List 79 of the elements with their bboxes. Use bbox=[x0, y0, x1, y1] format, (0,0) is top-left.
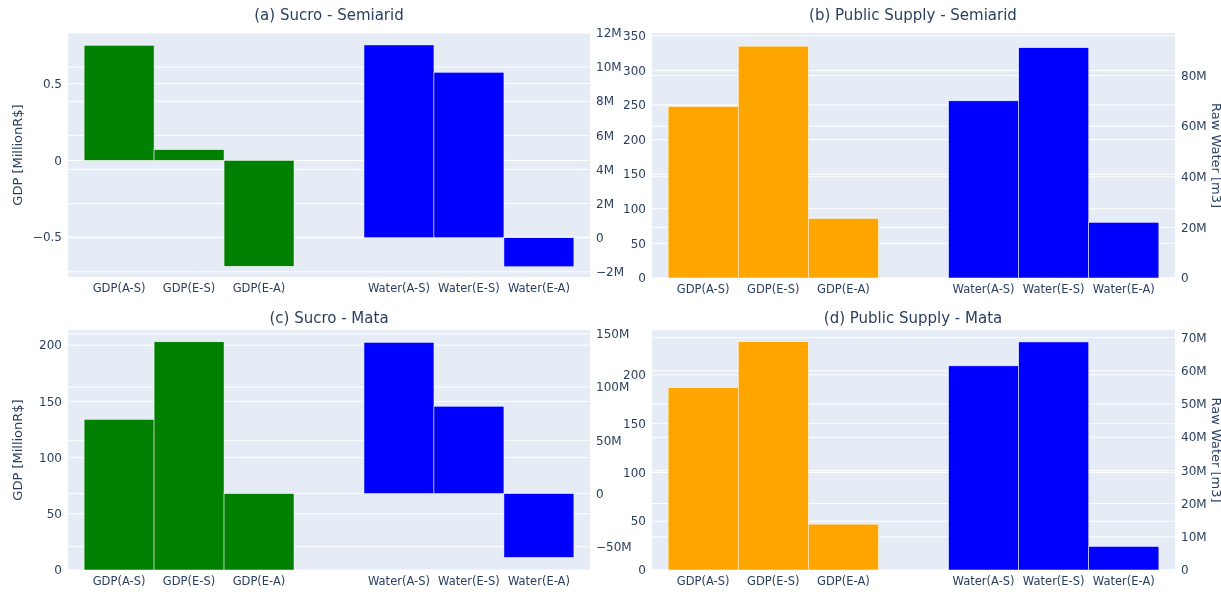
y2-tick-label: 0 bbox=[596, 230, 604, 245]
y2-axis-title: Raw Water [m3] bbox=[1209, 397, 1221, 503]
y2-tick-label: 6M bbox=[596, 128, 614, 143]
y-tick-label: 50 bbox=[46, 506, 62, 521]
y-tick-label: 0 bbox=[54, 563, 62, 578]
y2-tick-label: 100M bbox=[596, 380, 630, 395]
y2-tick-label: 50M bbox=[596, 433, 622, 448]
y-tick-label: 300 bbox=[623, 63, 646, 78]
y2-tick-label: 0 bbox=[596, 486, 604, 501]
y-tick-label: 0 bbox=[638, 563, 646, 578]
y-tick-label: 150 bbox=[623, 167, 646, 182]
x-tick-label: GDP(E-S) bbox=[747, 574, 800, 588]
x-tick-label: Water(E-S) bbox=[1022, 574, 1085, 588]
x-tick-label: GDP(E-S) bbox=[162, 281, 216, 295]
x-tick-label: GDP(E-S) bbox=[162, 574, 216, 588]
y2-tick-label: 150M bbox=[596, 327, 630, 342]
chart-title: (a) Sucro - Semiarid bbox=[254, 6, 404, 24]
y-tick-label: 50 bbox=[630, 236, 646, 251]
y2-axis-title: Raw Water [m3] bbox=[1209, 102, 1221, 209]
x-tick-label: GDP(E-A) bbox=[817, 574, 870, 588]
x-tick-label: GDP(E-A) bbox=[817, 282, 870, 296]
y-axis-title: GDP [MillionR$] bbox=[10, 399, 25, 501]
y2-tick-label: 10M bbox=[1181, 530, 1207, 545]
chart-title: (c) Sucro - Mata bbox=[269, 309, 389, 327]
y-tick-label: 100 bbox=[39, 450, 62, 465]
y2-tick-label: 20M bbox=[1181, 496, 1207, 511]
x-tick-label: Water(E-S) bbox=[438, 574, 500, 588]
y-tick-label: 200 bbox=[623, 132, 646, 147]
y2-tick-label: 40M bbox=[1181, 169, 1207, 184]
y-tick-label: 100 bbox=[623, 201, 646, 216]
y-tick-label: 250 bbox=[623, 98, 646, 113]
y-tick-label: 150 bbox=[39, 394, 62, 409]
y2-tick-label: 60M bbox=[1181, 364, 1207, 379]
y-tick-label: 0.5 bbox=[42, 76, 62, 91]
x-tick-label: Water(E-A) bbox=[507, 574, 570, 588]
x-tick-label: Water(E-A) bbox=[1092, 282, 1155, 296]
y2-tick-label: 30M bbox=[1181, 463, 1207, 478]
y-tick-label: 150 bbox=[623, 416, 646, 431]
y2-tick-label: −50M bbox=[596, 539, 632, 554]
y-tick-label: 0 bbox=[54, 153, 62, 168]
y2-tick-label: 80M bbox=[1181, 68, 1207, 83]
y2-tick-label: 50M bbox=[1181, 397, 1207, 412]
y-tick-label: 0 bbox=[638, 271, 646, 286]
x-tick-label: Water(E-A) bbox=[507, 281, 570, 295]
x-tick-label: Water(A-S) bbox=[367, 574, 430, 588]
y-tick-label: −0.5 bbox=[32, 230, 62, 245]
y-axis-title: GDP [MillionR$] bbox=[10, 104, 25, 206]
x-tick-label: Water(A-S) bbox=[367, 281, 430, 295]
x-tick-label: GDP(A-S) bbox=[92, 574, 146, 588]
x-tick-label: Water(E-S) bbox=[1022, 282, 1085, 296]
y-tick-label: 200 bbox=[39, 338, 62, 353]
y2-tick-label: 4M bbox=[596, 162, 614, 177]
x-tick-label: GDP(A-S) bbox=[92, 281, 146, 295]
y2-tick-label: 10M bbox=[596, 60, 622, 75]
y-tick-label: 200 bbox=[623, 368, 646, 383]
x-tick-label: GDP(A-S) bbox=[676, 282, 730, 296]
y2-tick-label: 0 bbox=[1181, 271, 1189, 286]
y-tick-label: 100 bbox=[623, 465, 646, 480]
x-tick-label: GDP(E-A) bbox=[232, 281, 286, 295]
x-tick-label: Water(A-S) bbox=[952, 282, 1015, 296]
y-tick-label: 350 bbox=[623, 28, 646, 43]
y2-tick-label: 70M bbox=[1181, 330, 1207, 345]
x-tick-label: Water(E-S) bbox=[438, 281, 500, 295]
y2-tick-label: 40M bbox=[1181, 430, 1207, 445]
chart-title: (d) Public Supply - Mata bbox=[823, 309, 1003, 327]
x-tick-label: GDP(A-S) bbox=[676, 574, 730, 588]
y2-tick-label: −2M bbox=[596, 265, 625, 280]
x-tick-label: Water(A-S) bbox=[952, 574, 1015, 588]
y2-tick-label: 2M bbox=[596, 196, 614, 211]
chart-title: (b) Public Supply - Semiarid bbox=[809, 6, 1017, 24]
y2-tick-label: 12M bbox=[596, 26, 622, 41]
y2-tick-label: 0 bbox=[1181, 563, 1189, 578]
x-tick-label: GDP(E-A) bbox=[232, 574, 286, 588]
x-tick-label: Water(E-A) bbox=[1092, 574, 1155, 588]
y-tick-label: 50 bbox=[630, 514, 646, 529]
y2-tick-label: 60M bbox=[1181, 119, 1207, 134]
x-tick-label: GDP(E-S) bbox=[747, 282, 800, 296]
y2-tick-label: 20M bbox=[1181, 220, 1207, 235]
y2-tick-label: 8M bbox=[596, 94, 614, 109]
